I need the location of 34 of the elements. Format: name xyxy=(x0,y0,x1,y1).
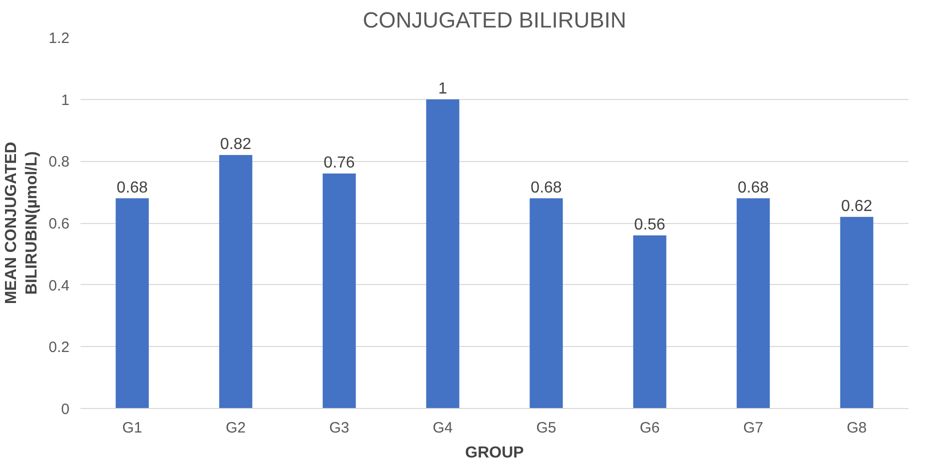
x-tick-label: G3 xyxy=(329,420,350,436)
data-label: 0.68 xyxy=(116,179,148,196)
data-label: 0.56 xyxy=(634,216,666,234)
x-tick-label: G1 xyxy=(122,420,142,436)
bar xyxy=(322,174,356,408)
bar xyxy=(219,154,252,408)
x-tick-label: G5 xyxy=(536,420,556,436)
y-tick-label: 0.2 xyxy=(48,339,70,356)
data-label: 1 xyxy=(438,80,448,98)
data-label: 0.62 xyxy=(841,198,872,215)
bar xyxy=(840,216,874,408)
y-tick-label: 0.6 xyxy=(48,216,70,232)
data-label: 0.76 xyxy=(324,154,355,172)
data-label: 0.68 xyxy=(738,179,769,196)
bar xyxy=(116,198,149,408)
bar xyxy=(736,198,770,408)
bar xyxy=(633,235,666,408)
x-tick-label: G2 xyxy=(226,420,246,436)
data-label: 0.82 xyxy=(220,136,252,153)
chart-title: CONJUGATED BILIRUBIN xyxy=(362,8,626,32)
y-tick-label: 0.8 xyxy=(48,154,70,171)
bar xyxy=(530,198,563,408)
y-tick-label: 1 xyxy=(61,92,70,109)
x-tick-label: G4 xyxy=(432,420,453,436)
x-tick-label: G7 xyxy=(743,420,764,436)
x-tick-label: G6 xyxy=(640,420,660,436)
data-label: 0.68 xyxy=(530,179,562,196)
y-axis-title: MEAN CONJUGATED BILIRUBIN(µmol/L) xyxy=(3,142,41,304)
y-tick-label: 1.2 xyxy=(48,30,70,47)
y-tick-label: 0 xyxy=(61,401,70,418)
y-tick-label: 0.4 xyxy=(48,277,70,294)
bar xyxy=(426,99,460,408)
x-axis-title: GROUP xyxy=(465,444,524,462)
x-tick-label: G8 xyxy=(846,420,867,436)
